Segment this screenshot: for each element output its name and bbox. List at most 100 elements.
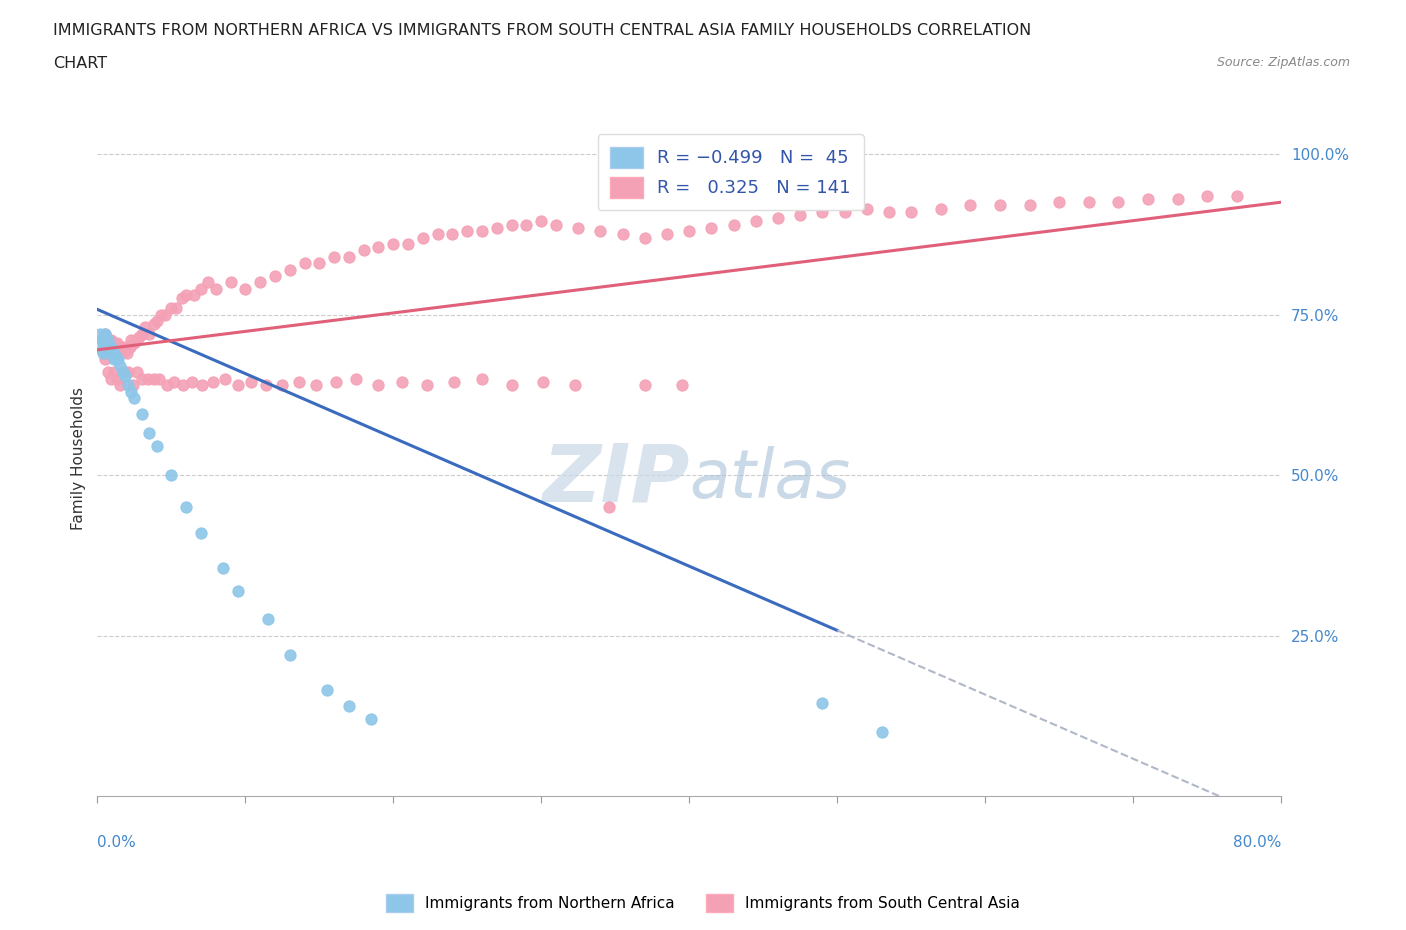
Point <box>308 256 330 271</box>
Point <box>766 211 789 226</box>
Point <box>101 342 124 357</box>
Point <box>94 326 117 341</box>
Point <box>219 275 242 290</box>
Point <box>101 336 124 351</box>
Point <box>1166 192 1188 206</box>
Point <box>183 288 205 303</box>
Point <box>96 339 118 354</box>
Point <box>108 342 131 357</box>
Point <box>165 300 187 315</box>
Point <box>115 346 138 361</box>
Point <box>811 696 834 711</box>
Point <box>315 683 337 698</box>
Point <box>104 346 127 361</box>
Point <box>142 371 165 386</box>
Point <box>264 269 287 284</box>
Point <box>233 282 256 297</box>
Point <box>485 220 508 235</box>
Point <box>344 371 367 386</box>
Point <box>108 358 131 373</box>
Point <box>723 218 745 232</box>
Point <box>1047 194 1070 209</box>
Point <box>367 240 389 255</box>
Point <box>91 339 114 354</box>
Point <box>103 346 125 361</box>
Point <box>94 339 117 354</box>
Point <box>105 371 128 386</box>
Point <box>100 333 122 348</box>
Legend: Immigrants from Northern Africa, Immigrants from South Central Asia: Immigrants from Northern Africa, Immigra… <box>380 888 1026 918</box>
Point <box>120 384 142 399</box>
Point <box>104 339 127 354</box>
Point <box>271 378 294 392</box>
Point <box>190 282 212 297</box>
Point <box>107 352 129 367</box>
Text: CHART: CHART <box>53 56 107 71</box>
Point <box>988 198 1011 213</box>
Point <box>443 375 465 390</box>
Point <box>172 378 194 392</box>
Point <box>564 378 586 392</box>
Point <box>855 201 877 216</box>
Legend: R = −0.499   N =  45, R =   0.325   N = 141: R = −0.499 N = 45, R = 0.325 N = 141 <box>598 134 863 210</box>
Point <box>634 230 657 245</box>
Point <box>337 698 360 713</box>
Point <box>90 342 112 357</box>
Point <box>131 406 153 421</box>
Point <box>117 365 139 379</box>
Point <box>515 218 537 232</box>
Point <box>156 378 179 392</box>
Point <box>111 339 134 354</box>
Y-axis label: Family Households: Family Households <box>72 388 86 530</box>
Point <box>91 346 114 361</box>
Point <box>148 371 170 386</box>
Point <box>145 313 167 328</box>
Point <box>94 326 117 341</box>
Point <box>142 317 165 332</box>
Point <box>145 439 167 454</box>
Point <box>278 262 301 277</box>
Point <box>136 371 159 386</box>
Point <box>149 307 172 322</box>
Point <box>471 223 494 238</box>
Point <box>501 218 523 232</box>
Point <box>134 320 156 335</box>
Point <box>103 336 125 351</box>
Point <box>170 291 193 306</box>
Point <box>396 236 419 251</box>
Point <box>97 342 120 357</box>
Point <box>240 375 263 390</box>
Point <box>256 612 278 627</box>
Point <box>254 378 277 392</box>
Point <box>441 227 464 242</box>
Point <box>382 236 405 251</box>
Point <box>900 205 922 219</box>
Point <box>201 375 224 390</box>
Point <box>212 561 235 576</box>
Point <box>634 378 657 392</box>
Point <box>103 342 125 357</box>
Point <box>471 371 494 386</box>
Point <box>107 342 129 357</box>
Point <box>567 220 589 235</box>
Point <box>97 342 120 357</box>
Point <box>98 346 121 361</box>
Point <box>114 342 136 357</box>
Point <box>530 214 553 229</box>
Point <box>190 525 212 540</box>
Point <box>367 378 389 392</box>
Point <box>191 378 214 392</box>
Point <box>138 426 160 441</box>
Point <box>174 288 197 303</box>
Point <box>105 336 128 351</box>
Point <box>1018 198 1040 213</box>
Point <box>103 365 125 379</box>
Point <box>226 583 249 598</box>
Point <box>90 333 112 348</box>
Point <box>97 365 120 379</box>
Point <box>278 647 301 662</box>
Point <box>700 220 723 235</box>
Point <box>96 329 118 344</box>
Point <box>249 275 271 290</box>
Point <box>90 333 112 348</box>
